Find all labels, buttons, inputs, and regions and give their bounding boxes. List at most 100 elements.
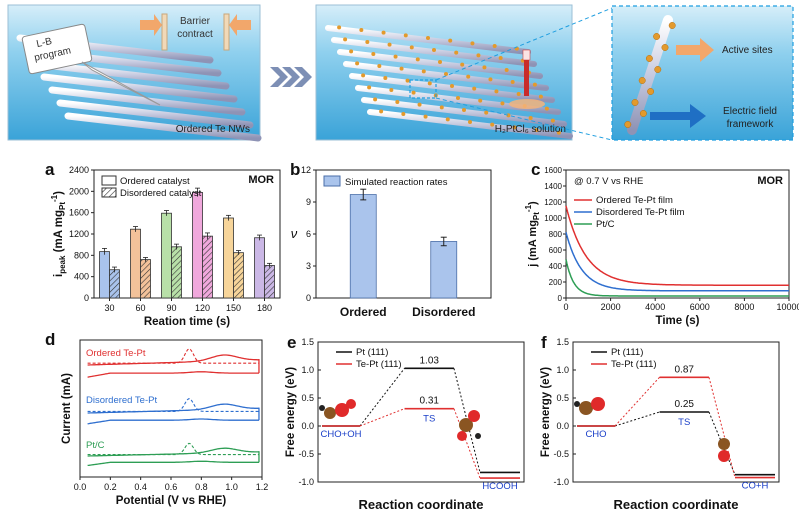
nanowire	[56, 99, 254, 129]
pt-particle	[556, 130, 561, 135]
energy-value-label: 0.31	[420, 396, 440, 407]
y-tick-label: -0.5	[298, 449, 314, 459]
schematic-langmuir-blodgett: L-Bprogram Barrier contract Ordered Te NW…	[7, 4, 262, 142]
bar	[349, 194, 377, 299]
bar-hatch	[171, 246, 182, 298]
pt-particle	[393, 54, 398, 59]
schematic-caption-2: H₂PtCl₆ solution	[495, 124, 566, 135]
cv-reverse-line	[87, 460, 259, 467]
pt-particles	[624, 22, 676, 128]
legend-label: Te-Pt (111)	[356, 359, 402, 370]
pt-particle	[490, 122, 495, 127]
arrow-left-icon	[229, 14, 251, 36]
pt-particle	[401, 112, 406, 116]
pt-particle	[456, 96, 460, 100]
pt-particle	[381, 30, 386, 35]
energy-connector	[359, 408, 405, 427]
cv-forward-line	[87, 403, 259, 414]
pt-particle	[484, 110, 489, 115]
atom-icon	[335, 403, 349, 417]
pt-particle	[510, 80, 515, 84]
chart-e: e -1.0 -0.5 0.0 0.5 1.0 1.5 1.03 Pt (111) 0.31 Te-…	[285, 333, 525, 512]
x-tick-label: 30	[104, 303, 114, 313]
pt-particle	[654, 66, 662, 73]
y-tick-label: 1200	[69, 229, 89, 239]
pipette-tip	[522, 49, 531, 61]
pt-particle	[534, 128, 539, 132]
subscript: Pt	[532, 212, 541, 220]
pt-particle	[494, 89, 499, 94]
x-tick-label: 0.0	[74, 482, 87, 492]
plot-frame	[79, 339, 263, 478]
pt-particle	[450, 84, 454, 88]
pt-particle	[438, 60, 442, 64]
atom-icon	[718, 438, 730, 450]
y-tick-label: 1600	[544, 166, 562, 175]
pt-particle	[631, 99, 639, 106]
pt-particle	[448, 38, 453, 43]
pt-particle	[395, 100, 400, 104]
barrier-left	[161, 13, 168, 51]
cv-forward-line	[87, 447, 259, 457]
panel-label: c	[531, 160, 540, 179]
atom-icon	[579, 401, 593, 415]
pt-particle	[466, 74, 471, 79]
subscript: Pt	[58, 202, 67, 210]
pt-particle	[432, 48, 436, 52]
bar-hatch	[109, 269, 120, 298]
pt-particle	[409, 45, 414, 50]
pt-particle	[343, 37, 348, 42]
plot-frame	[315, 169, 492, 299]
pt-particle	[624, 121, 632, 128]
energy-value-label: 0.25	[675, 399, 695, 410]
pt-particle	[349, 49, 354, 54]
y-tick-label: 800	[74, 250, 89, 260]
schematic-caption-1: Ordered Te NWs	[176, 124, 250, 135]
pt-particle	[383, 76, 388, 80]
x-tick-label: 0	[563, 302, 568, 312]
pt-particle	[544, 106, 549, 111]
y-tick-label: 0	[84, 293, 89, 303]
pt-particle	[454, 50, 459, 55]
y-tick-label: 1000	[544, 214, 562, 223]
y-tick-label: 2000	[69, 186, 89, 196]
pt-particle	[377, 64, 382, 68]
bar	[130, 228, 141, 299]
text-part: (mA mg	[53, 210, 65, 256]
y-tick-label: 800	[549, 230, 563, 239]
atom-icon	[457, 431, 467, 441]
pt-particle	[373, 97, 378, 102]
x-tick-label: 0.4	[134, 482, 147, 492]
pt-particle	[476, 53, 481, 58]
x-tick-label: 6000	[690, 302, 710, 312]
series-line	[565, 231, 789, 292]
y-tick-label: 0.5	[301, 393, 314, 403]
pt-particle	[500, 101, 505, 106]
program-pointer	[81, 61, 161, 106]
chevron-right-icon	[270, 67, 288, 87]
y-tick-label: 0	[558, 294, 563, 303]
pt-particle	[423, 114, 428, 119]
x-tick-label: 1.2	[256, 482, 269, 492]
cv-reverse-line	[87, 418, 259, 425]
pt-particle	[528, 116, 533, 120]
y-tick-label: 1.0	[301, 365, 314, 375]
cv-forward-line	[87, 354, 259, 366]
nanowire	[40, 73, 238, 103]
pt-particle	[361, 73, 366, 78]
pt-particle	[389, 88, 394, 92]
bar	[430, 241, 458, 299]
y-tick-label: 1.5	[556, 337, 569, 347]
x-tick-label: Disordered	[412, 305, 475, 319]
x-tick-label: 10000	[776, 302, 799, 312]
plot-frame	[565, 169, 790, 299]
y-tick-label: 600	[549, 246, 563, 255]
y-axis-label: ipeak (mA mgPt-1)	[50, 191, 67, 277]
atom-icon	[574, 401, 580, 407]
pt-particle	[445, 117, 450, 122]
y-tick-label: 0.0	[556, 421, 569, 431]
pt-particle	[538, 94, 543, 99]
program-box	[21, 23, 93, 75]
pt-particle	[403, 33, 408, 38]
